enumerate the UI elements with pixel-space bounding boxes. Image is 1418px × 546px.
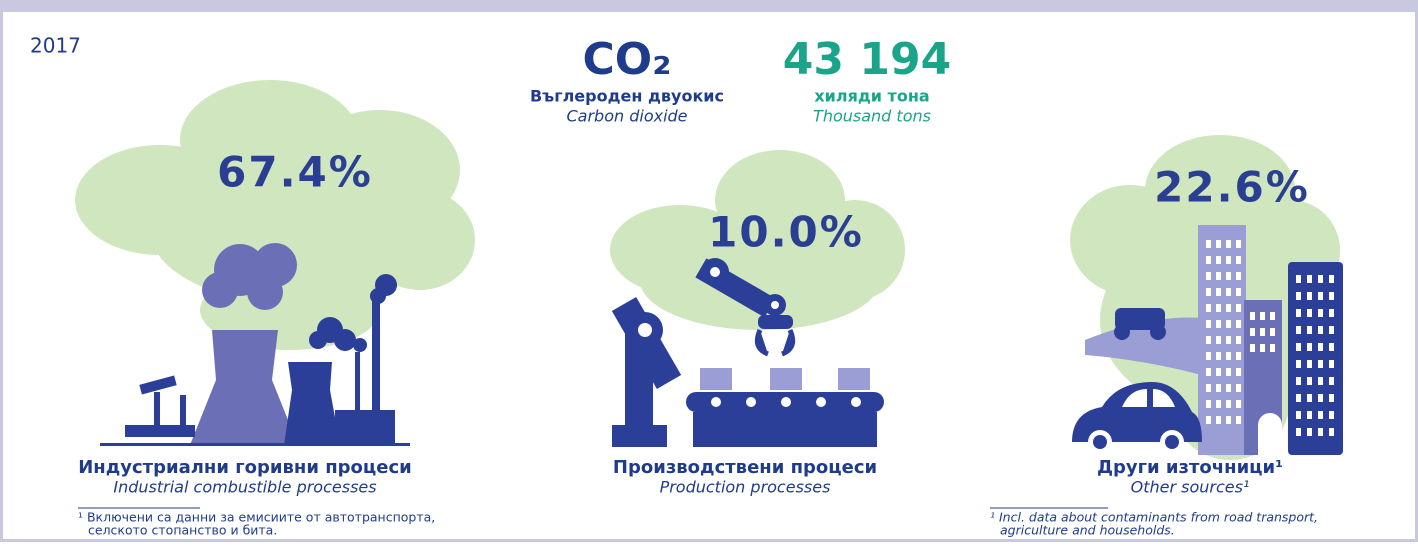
source-label-bg: Производствени процеси [613,457,877,478]
share: 10.0% [708,208,864,257]
infographic: 2017 CO₂ Въглероден двуокис Carbon dioxi… [0,0,1418,542]
year: 2017 [30,34,81,58]
source-label-bg: Индустриални горивни процеси [78,457,412,478]
source-label-en: Other sources¹ [1131,478,1250,497]
share: 67.4% [217,148,373,197]
cloud [75,80,475,350]
gas-symbol: CO₂ [583,34,672,85]
footnote: селското стопанство и бита. [88,523,277,538]
gas-name-en: Carbon dioxide [566,107,687,126]
source-label-en: Industrial combustible processes [113,478,376,497]
total-value: 43 194 [783,34,951,85]
source-label-bg: Други източници¹ [1097,457,1283,478]
total-unit-bg: хиляди тона [814,87,929,106]
share: 22.6% [1154,163,1310,212]
total-unit-en: Thousand tons [813,107,931,126]
footnote: agriculture and households. [1000,523,1175,538]
top-band [0,0,1418,12]
source-label-en: Production processes [660,478,831,497]
gas-name-bg: Въглероден двуокис [530,87,724,106]
